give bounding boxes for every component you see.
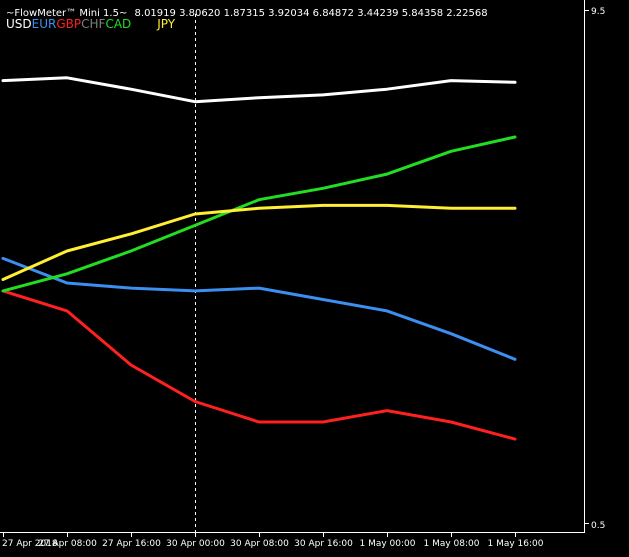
series-line-eur bbox=[1, 256, 517, 361]
legend-chf: CHF bbox=[81, 17, 105, 31]
currency-legend: USDEURGBPCHFCAD JPY bbox=[6, 17, 176, 31]
legend-gbp: GBP bbox=[56, 17, 81, 31]
x-tick-label: 30 Apr 00:00 bbox=[166, 539, 225, 549]
legend-eur: EUR bbox=[32, 17, 57, 31]
series-line-jpy bbox=[1, 203, 517, 281]
y-tick-label-bottom: 0.5 bbox=[591, 521, 605, 531]
x-tick-label: 27 Apr 08:00 bbox=[38, 539, 97, 549]
series-line-usd bbox=[1, 76, 517, 104]
indicator-title: ~FlowMeter™ Mini 1.5~ 8.01919 3.80620 1.… bbox=[6, 8, 488, 19]
legend-usd: USD bbox=[6, 17, 32, 31]
x-tick-label: 1 May 16:00 bbox=[488, 539, 544, 549]
series-line-cad bbox=[1, 135, 517, 293]
x-tick-label: 30 Apr 16:00 bbox=[294, 539, 353, 549]
legend-jpy: JPY bbox=[156, 17, 176, 31]
x-tick-label: 1 May 08:00 bbox=[424, 539, 480, 549]
x-tick-label: 27 Apr 2018 bbox=[2, 539, 58, 549]
x-tick-label: 1 May 00:00 bbox=[360, 539, 416, 549]
y-tick-label-top: 9.5 bbox=[591, 7, 605, 17]
series-line-gbp bbox=[1, 289, 517, 441]
series-layer bbox=[1, 76, 517, 441]
x-tick-label: 30 Apr 08:00 bbox=[230, 539, 289, 549]
legend-cad: CAD bbox=[105, 17, 131, 31]
x-tick-label: 27 Apr 16:00 bbox=[102, 539, 161, 549]
